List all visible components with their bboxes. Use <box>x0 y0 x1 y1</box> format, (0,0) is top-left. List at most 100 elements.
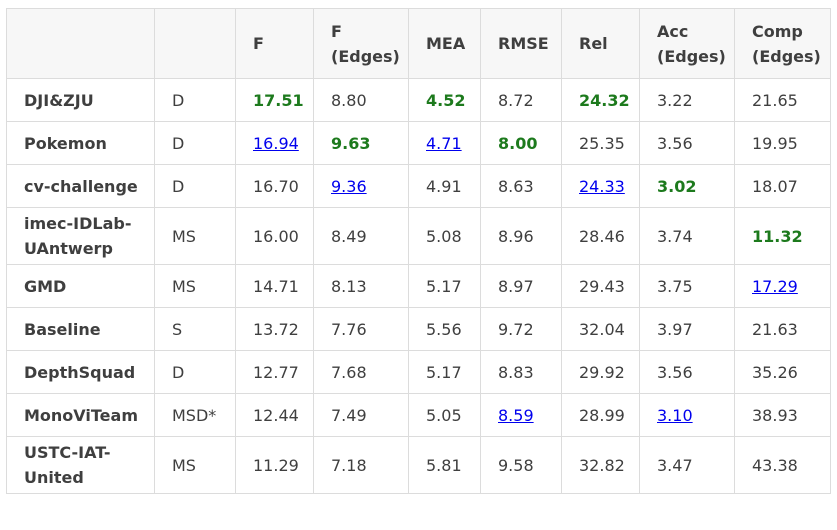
metric-value: 12.44 <box>253 405 299 425</box>
col-header-acc-edges: Acc (Edges) <box>639 8 735 79</box>
metric-cell: 43.38 <box>734 436 831 494</box>
team-name-cell: Baseline <box>6 307 155 351</box>
header-line: F <box>331 21 342 41</box>
table-row: MonoViTeam MSD* 12.44 7.49 5.05 8.59 28.99 3.10… <box>6 393 831 437</box>
team-name-cell: DJI&ZJU <box>6 78 155 122</box>
second-best-value: 17.29 <box>752 276 798 296</box>
table-row: imec-IDLab- UAntwerp MS 16.00 8.49 5.08 8.96 28… <box>6 207 831 265</box>
metric-value: 32.82 <box>579 455 625 475</box>
metric-cell: 4.91 <box>408 164 481 208</box>
metric-cell: 8.63 <box>480 164 562 208</box>
metric-cell: 8.80 <box>313 78 409 122</box>
metric-value: 9.58 <box>498 455 534 475</box>
metric-value: 32.04 <box>579 319 625 339</box>
best-value: 9.63 <box>331 133 371 153</box>
metric-value: 43.38 <box>752 455 798 475</box>
metric-cell: 16.70 <box>235 164 314 208</box>
metric-value: 3.75 <box>657 276 693 296</box>
metric-value: 3.97 <box>657 319 693 339</box>
metric-cell: 8.96 <box>480 207 562 265</box>
best-value: 17.51 <box>253 90 304 110</box>
metric-cell: 8.00 <box>480 121 562 165</box>
type-cell: D <box>154 78 236 122</box>
metric-cell: 18.07 <box>734 164 831 208</box>
metric-value: 8.80 <box>331 90 367 110</box>
metric-cell: 16.00 <box>235 207 314 265</box>
metric-value: 8.49 <box>331 226 367 246</box>
best-value: 4.52 <box>426 90 466 110</box>
metric-value: 16.70 <box>253 176 299 196</box>
metric-value: 29.43 <box>579 276 625 296</box>
metric-cell: 28.46 <box>561 207 640 265</box>
metric-value: 7.68 <box>331 362 367 382</box>
results-table-container: F F (Edges) MEA RMSE Rel Acc (Edges) Comp (… <box>6 8 831 494</box>
metric-cell: 16.94 <box>235 121 314 165</box>
team-name-cell: Pokemon <box>6 121 155 165</box>
col-header-rmse: RMSE <box>480 8 562 79</box>
type-cell: MSD* <box>154 393 236 437</box>
col-header-rel: Rel <box>561 8 640 79</box>
second-best-value: 9.36 <box>331 176 367 196</box>
metric-cell: 5.05 <box>408 393 481 437</box>
metric-value: 7.76 <box>331 319 367 339</box>
col-header-team <box>6 8 155 79</box>
metric-cell: 5.08 <box>408 207 481 265</box>
metric-value: 3.56 <box>657 362 693 382</box>
table-row: Baseline S 13.72 7.76 5.56 9.72 32.04 3.97 21.63 <box>6 307 831 351</box>
metric-value: 21.65 <box>752 90 798 110</box>
metric-value: 11.29 <box>253 455 299 475</box>
header-line: (Edges) <box>657 46 726 66</box>
metric-value: 29.92 <box>579 362 625 382</box>
metric-cell: 9.72 <box>480 307 562 351</box>
second-best-value: 4.71 <box>426 133 462 153</box>
team-name-cell: MonoViTeam <box>6 393 155 437</box>
metric-value: 4.91 <box>426 176 462 196</box>
table-row: GMD MS 14.71 8.13 5.17 8.97 29.43 3.75 17.29 <box>6 264 831 308</box>
best-value: 24.32 <box>579 90 630 110</box>
metric-value: 3.74 <box>657 226 693 246</box>
metric-cell: 35.26 <box>734 350 831 394</box>
second-best-value: 16.94 <box>253 133 299 153</box>
table-row: Pokemon D 16.94 9.63 4.71 8.00 25.35 3.56 19.95 <box>6 121 831 165</box>
header-line: (Edges) <box>331 46 400 66</box>
metric-cell: 28.99 <box>561 393 640 437</box>
metric-cell: 32.82 <box>561 436 640 494</box>
best-value: 3.02 <box>657 176 697 196</box>
best-value: 11.32 <box>752 226 803 246</box>
metric-value: 7.49 <box>331 405 367 425</box>
metric-cell: 5.81 <box>408 436 481 494</box>
table-row: cv-challenge D 16.70 9.36 4.91 8.63 24.33 3.02 1… <box>6 164 831 208</box>
metric-value: 5.56 <box>426 319 462 339</box>
metric-value: 8.63 <box>498 176 534 196</box>
metric-value: 8.96 <box>498 226 534 246</box>
metric-cell: 8.83 <box>480 350 562 394</box>
table-row: DepthSquad D 12.77 7.68 5.17 8.83 29.92 3.56 35.… <box>6 350 831 394</box>
table-body: DJI&ZJU D 17.51 8.80 4.52 8.72 24.32 3.22 21.65 P… <box>6 78 831 494</box>
metric-cell: 7.18 <box>313 436 409 494</box>
metric-cell: 3.74 <box>639 207 735 265</box>
metric-cell: 4.71 <box>408 121 481 165</box>
team-name-cell: imec-IDLab- UAntwerp <box>6 207 155 265</box>
metric-cell: 11.32 <box>734 207 831 265</box>
metric-cell: 4.52 <box>408 78 481 122</box>
type-cell: MS <box>154 436 236 494</box>
type-cell: S <box>154 307 236 351</box>
metric-cell: 38.93 <box>734 393 831 437</box>
table-row: DJI&ZJU D 17.51 8.80 4.52 8.72 24.32 3.22 21.65 <box>6 78 831 122</box>
header-line: (Edges) <box>752 46 821 66</box>
metric-value: 3.47 <box>657 455 693 475</box>
metric-cell: 3.56 <box>639 350 735 394</box>
metric-cell: 29.92 <box>561 350 640 394</box>
metric-cell: 32.04 <box>561 307 640 351</box>
metric-cell: 3.47 <box>639 436 735 494</box>
metric-value: 21.63 <box>752 319 798 339</box>
team-name-cell: cv-challenge <box>6 164 155 208</box>
metric-cell: 17.29 <box>734 264 831 308</box>
type-cell: D <box>154 350 236 394</box>
metric-cell: 8.72 <box>480 78 562 122</box>
metric-value: 5.08 <box>426 226 462 246</box>
col-header-f: F <box>235 8 314 79</box>
results-table: F F (Edges) MEA RMSE Rel Acc (Edges) Comp (… <box>6 8 831 494</box>
metric-cell: 9.63 <box>313 121 409 165</box>
metric-cell: 11.29 <box>235 436 314 494</box>
